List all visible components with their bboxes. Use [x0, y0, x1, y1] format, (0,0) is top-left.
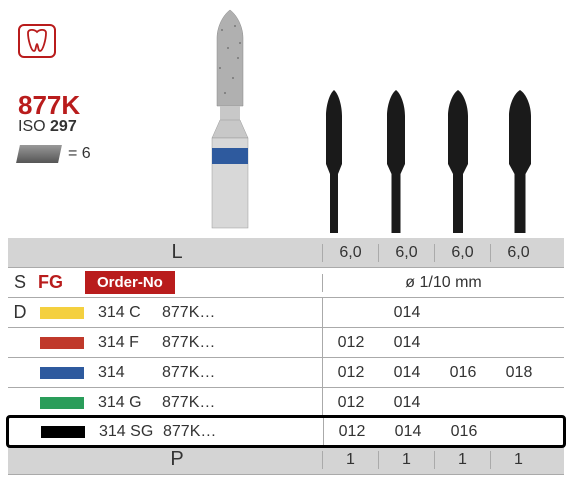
iso-number: 297 — [50, 118, 77, 135]
data-row-2: 314877K…012014016018 — [8, 358, 564, 388]
L-label: L — [32, 238, 322, 267]
L-size-2: 6,0 — [434, 244, 490, 262]
S-left: FG Order-No — [32, 268, 322, 297]
row-right-4: 012014016 — [323, 418, 563, 445]
small-bur-silhouettes — [314, 88, 540, 233]
val-1-0: 012 — [323, 334, 379, 352]
code1-4: 314 SG — [99, 423, 163, 441]
data-row-4: 314 SG877K…012014016 — [6, 415, 566, 448]
row-P: P 1111 — [8, 445, 564, 475]
bur-silhouette-3 — [500, 88, 540, 233]
swatch-green — [40, 397, 84, 409]
P-cell-3: 1 — [490, 451, 546, 469]
S-letter: S — [8, 268, 32, 297]
code1-0: 314 C — [98, 304, 162, 322]
col-letter-blank — [8, 238, 32, 267]
data-row-0: D314 C877K…014 — [8, 298, 564, 328]
spec-table: L 6,06,06,06,0 S FG Order-No ø 1/10 mm D… — [8, 238, 564, 475]
row-left-4: 314 SG877K… — [33, 418, 323, 445]
code2-2: 877K… — [162, 364, 222, 382]
L-size-0: 6,0 — [322, 244, 378, 262]
val-2-2: 016 — [435, 364, 491, 382]
code1-3: 314 G — [98, 394, 162, 412]
product-code: 877K — [18, 90, 80, 121]
bur-silhouette-2 — [438, 88, 478, 233]
D-letter-2 — [8, 358, 32, 387]
P-cell-1: 1 — [378, 451, 434, 469]
code1-2: 314 — [98, 364, 162, 382]
val-2-1: 014 — [379, 364, 435, 382]
bur-silhouette-1 — [376, 88, 416, 233]
code1-1: 314 F — [98, 334, 162, 352]
S-right: ø 1/10 mm — [322, 268, 564, 297]
row-left-2: 314877K… — [32, 358, 322, 387]
row-left-3: 314 G877K… — [32, 388, 322, 417]
row-L: L 6,06,06,06,0 — [8, 238, 564, 268]
val-3-0: 012 — [323, 394, 379, 412]
row-right-0: 014 — [322, 298, 564, 327]
data-row-3: 314 G877K…012014 — [8, 388, 564, 418]
row-right-3: 012014 — [322, 388, 564, 417]
bur-silhouette-0 — [314, 88, 354, 233]
box-icon — [16, 145, 62, 163]
row-left-1: 314 F877K… — [32, 328, 322, 357]
code2-0: 877K… — [162, 304, 222, 322]
tooth-icon — [18, 24, 56, 58]
row-right-2: 012014016018 — [322, 358, 564, 387]
val-4-1: 014 — [380, 423, 436, 441]
pack-info: = 6 — [18, 145, 91, 163]
iso-prefix: ISO — [18, 118, 46, 135]
P-cell-0: 1 — [322, 451, 378, 469]
val-3-1: 014 — [379, 394, 435, 412]
val-0-1: 014 — [379, 304, 435, 322]
code2-1: 877K… — [162, 334, 222, 352]
row-right-1: 012014 — [322, 328, 564, 357]
col-letter-blank2 — [8, 445, 32, 474]
val-2-0: 012 — [323, 364, 379, 382]
data-row-1: 314 F877K…012014 — [8, 328, 564, 358]
val-4-0: 012 — [324, 423, 380, 441]
val-4-2: 016 — [436, 423, 492, 441]
fg-label: FG — [38, 272, 63, 293]
swatch-black — [41, 426, 85, 438]
val-1-1: 014 — [379, 334, 435, 352]
order-no-label: Order-No — [85, 271, 175, 294]
diam-label: ø 1/10 mm — [322, 274, 564, 292]
L-sizes: 6,06,06,06,0 — [322, 238, 564, 267]
D-letter-3 — [8, 388, 32, 417]
P-label: P — [32, 445, 322, 474]
P-cells: 1111 — [322, 445, 564, 474]
swatch-red — [40, 337, 84, 349]
top-panel: 877K ISO 297 = 6 — [0, 0, 573, 238]
D-letter-1 — [8, 328, 32, 357]
P-cell-2: 1 — [434, 451, 490, 469]
L-size-1: 6,0 — [378, 244, 434, 262]
code2-3: 877K… — [162, 394, 222, 412]
val-2-3: 018 — [491, 364, 547, 382]
swatch-blue — [40, 367, 84, 379]
swatch-yellow — [40, 307, 84, 319]
D-letter-0: D — [8, 298, 32, 327]
row-left-0: 314 C877K… — [32, 298, 322, 327]
iso-code: ISO 297 — [18, 118, 77, 136]
D-letter-4 — [9, 418, 33, 445]
large-bur-image — [200, 8, 260, 238]
pack-qty: = 6 — [68, 145, 91, 163]
L-size-3: 6,0 — [490, 244, 546, 262]
row-S: S FG Order-No ø 1/10 mm — [8, 268, 564, 298]
code2-4: 877K… — [163, 423, 223, 441]
